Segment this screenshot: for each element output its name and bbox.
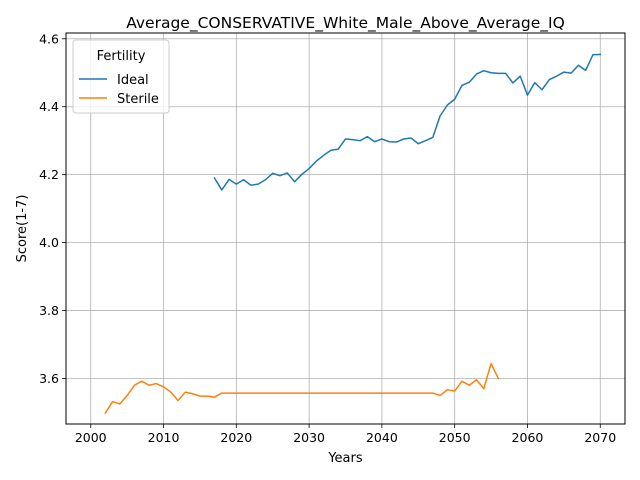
legend-label-ideal: Ideal: [117, 73, 149, 88]
x-tick-label: 2000: [75, 430, 107, 445]
y-axis-label: Score(1-7): [15, 195, 30, 263]
y-tick-label: 4.4: [39, 99, 59, 114]
x-tick-label: 2070: [584, 430, 616, 445]
chart-title: Average_CONSERVATIVE_White_Male_Above_Av…: [126, 14, 565, 33]
x-tick-label: 2040: [366, 430, 398, 445]
y-tick-label: 4.6: [39, 31, 59, 46]
x-axis-label: Years: [327, 451, 363, 466]
x-tick-label: 2050: [439, 430, 471, 445]
y-tick-label: 3.8: [39, 303, 59, 318]
x-tick-label: 2020: [220, 430, 252, 445]
series-line-ideal: [214, 54, 600, 190]
x-tick-label: 2030: [293, 430, 325, 445]
y-tick-label: 4.0: [39, 235, 59, 250]
y-axis: 3.6 3.8 4.0 4.2 4.4 4.6: [39, 31, 66, 386]
series-layer: [105, 54, 600, 413]
y-tick-label: 4.2: [39, 167, 59, 182]
legend-label-sterile: Sterile: [117, 92, 159, 107]
legend: Fertility Ideal Sterile: [73, 40, 169, 113]
x-tick-label: 2060: [512, 430, 544, 445]
y-tick-label: 3.6: [39, 371, 59, 386]
x-axis: 2000 2010 2020 2030 2040 2050 2060 2070: [75, 424, 616, 445]
x-tick-label: 2010: [148, 430, 180, 445]
series-line-sterile: [105, 364, 498, 414]
legend-title: Fertility: [97, 49, 146, 64]
